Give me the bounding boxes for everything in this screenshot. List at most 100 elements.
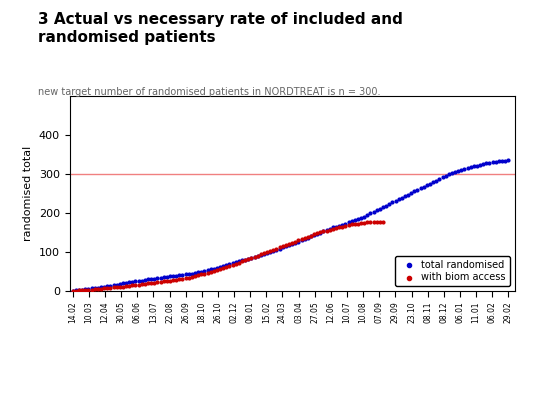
total randomised [109, 282, 118, 289]
with biom access [162, 278, 171, 285]
with biom access [128, 282, 137, 289]
total randomised [250, 254, 259, 260]
with biom access [181, 275, 190, 282]
total randomised [347, 218, 356, 225]
total randomised [162, 273, 171, 280]
with biom access [237, 258, 246, 265]
total randomised [303, 235, 312, 241]
total randomised [501, 157, 509, 164]
total randomised [391, 198, 400, 204]
total randomised [137, 277, 146, 284]
total randomised [257, 252, 265, 259]
with biom access [316, 229, 325, 235]
total randomised [476, 161, 485, 168]
total randomised [237, 257, 246, 264]
with biom access [341, 223, 349, 229]
total randomised [72, 287, 80, 294]
total randomised [259, 251, 268, 258]
total randomised [125, 279, 133, 285]
total randomised [441, 173, 450, 179]
total randomised [416, 185, 425, 192]
with biom access [307, 233, 315, 239]
total randomised [91, 285, 99, 291]
with biom access [175, 276, 184, 283]
total randomised [235, 258, 243, 265]
total randomised [169, 272, 177, 279]
with biom access [94, 286, 102, 292]
with biom access [329, 226, 337, 233]
with biom access [203, 270, 212, 276]
total randomised [422, 182, 431, 188]
with biom access [335, 224, 344, 231]
total randomised [118, 280, 127, 287]
with biom access [241, 257, 249, 264]
total randomised [366, 210, 375, 217]
with biom access [150, 279, 159, 286]
total randomised [351, 217, 359, 223]
total randomised [153, 275, 162, 282]
total randomised [400, 193, 409, 200]
total randomised [398, 194, 406, 201]
total randomised [276, 245, 284, 252]
total randomised [157, 275, 165, 281]
total randomised [410, 188, 419, 195]
total randomised [269, 248, 278, 254]
with biom access [263, 249, 271, 255]
total randomised [113, 281, 121, 288]
total randomised [96, 284, 105, 291]
total randomised [140, 277, 149, 284]
Legend: total randomised, with biom access: total randomised, with biom access [395, 256, 510, 286]
Y-axis label: randomised total: randomised total [23, 146, 33, 241]
total randomised [75, 287, 84, 293]
total randomised [382, 202, 390, 209]
with biom access [84, 287, 93, 293]
with biom access [257, 251, 265, 258]
total randomised [213, 265, 221, 271]
with biom access [69, 287, 77, 294]
total randomised [297, 237, 306, 244]
with biom access [210, 267, 218, 274]
with biom access [184, 274, 193, 281]
total randomised [357, 214, 366, 221]
total randomised [203, 267, 212, 273]
with biom access [91, 286, 99, 292]
total randomised [432, 177, 441, 184]
with biom access [250, 253, 259, 260]
total randomised [197, 268, 205, 275]
total randomised [147, 276, 155, 282]
with biom access [96, 285, 105, 292]
total randomised [210, 265, 218, 272]
with biom access [188, 273, 196, 280]
total randomised [244, 255, 252, 262]
with biom access [225, 262, 234, 269]
with biom access [159, 278, 168, 285]
total randomised [131, 278, 140, 285]
total randomised [316, 229, 325, 236]
total randomised [344, 219, 353, 226]
total randomised [291, 239, 300, 246]
total randomised [325, 225, 334, 232]
Text: 3 Actual vs necessary rate of included and
randomised patients: 3 Actual vs necessary rate of included a… [38, 12, 403, 45]
with biom access [144, 280, 152, 287]
with biom access [116, 284, 124, 290]
total randomised [388, 199, 397, 206]
total randomised [460, 166, 468, 172]
with biom access [294, 237, 303, 244]
total randomised [338, 221, 347, 228]
total randomised [369, 208, 378, 215]
total randomised [498, 158, 507, 164]
total randomised [222, 261, 230, 268]
with biom access [369, 219, 378, 225]
total randomised [178, 272, 187, 278]
with biom access [122, 283, 130, 290]
with biom access [222, 264, 230, 270]
total randomised [219, 262, 227, 269]
with biom access [81, 287, 90, 293]
total randomised [94, 285, 102, 291]
with biom access [194, 272, 203, 278]
with biom access [285, 240, 293, 247]
with biom access [288, 239, 296, 246]
with biom access [319, 228, 327, 235]
total randomised [191, 270, 199, 276]
total randomised [254, 253, 262, 259]
